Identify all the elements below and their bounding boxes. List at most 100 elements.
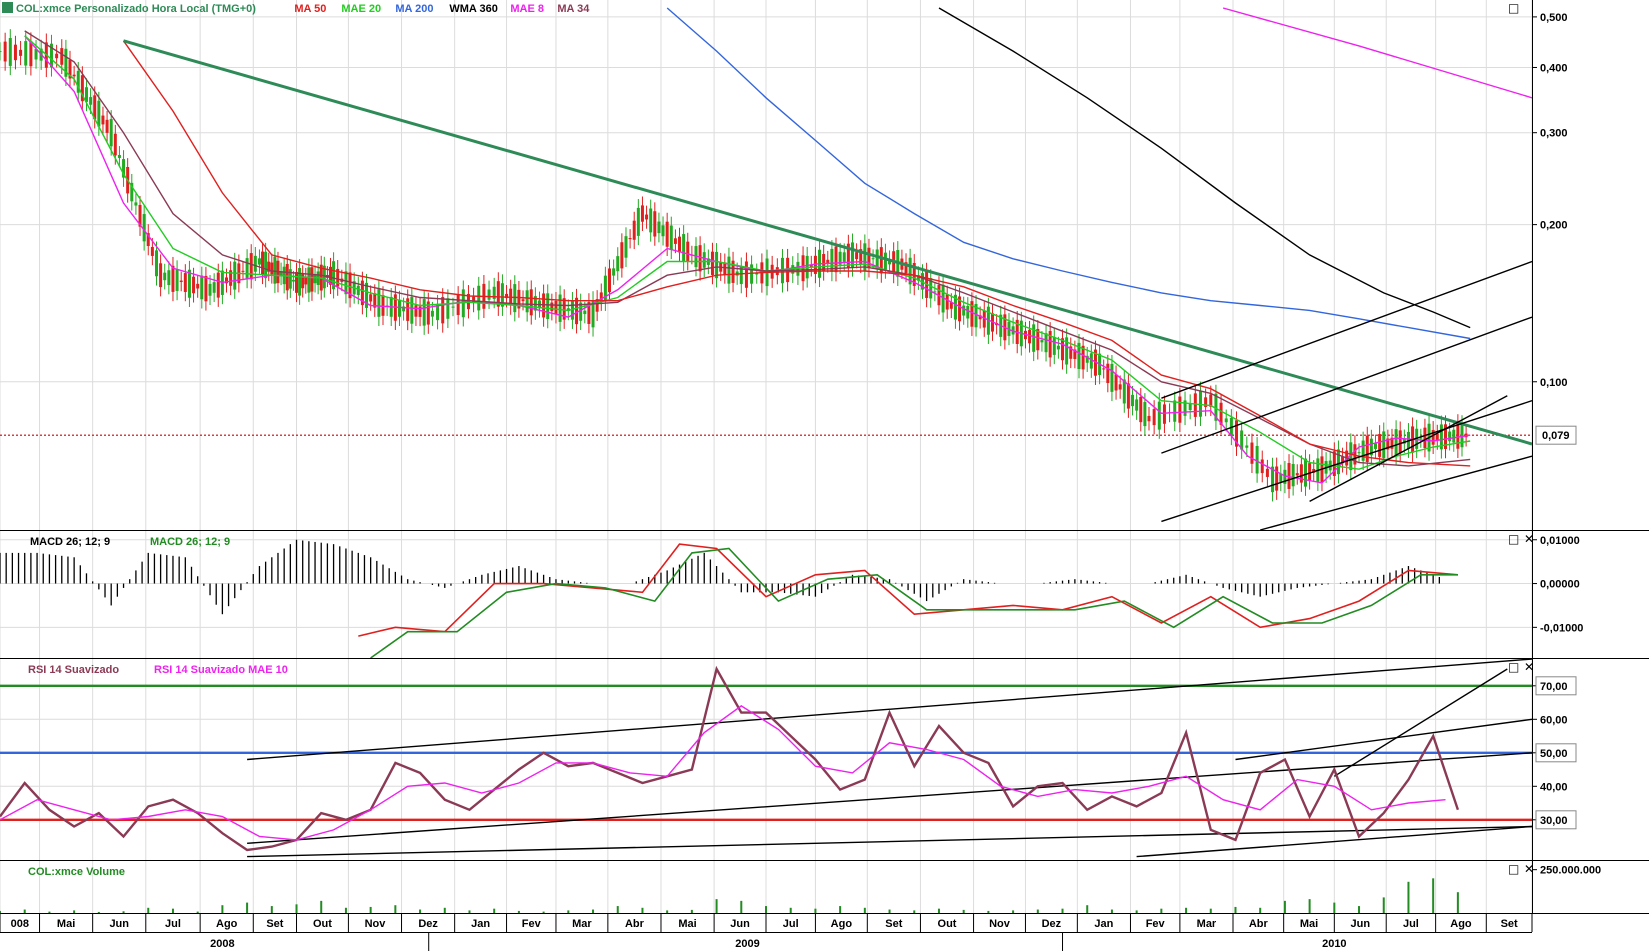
candle-body bbox=[1255, 445, 1259, 474]
candle-body bbox=[521, 299, 525, 302]
candle-body bbox=[1283, 469, 1287, 484]
candle-body bbox=[68, 59, 72, 79]
candle-body bbox=[1303, 458, 1307, 487]
candle-body bbox=[1435, 433, 1439, 441]
candle-body bbox=[834, 246, 838, 273]
candle-body bbox=[3, 41, 7, 62]
x-tick-label: Jun bbox=[1350, 918, 1370, 930]
candle-body bbox=[273, 256, 277, 284]
candle-body bbox=[966, 305, 970, 319]
candle-body bbox=[279, 271, 283, 276]
candle-body bbox=[1394, 429, 1398, 456]
candle-body bbox=[487, 289, 491, 300]
volume-bar bbox=[666, 910, 669, 913]
maximize-icon[interactable]: □ bbox=[1508, 1, 1519, 15]
candle-body bbox=[1065, 337, 1069, 365]
candle-body bbox=[1157, 401, 1161, 430]
y-tick-box bbox=[1535, 810, 1577, 830]
volume-bar bbox=[641, 907, 644, 913]
macd-legend: MACD 26; 12; 9 MACD 26; 12; 9 bbox=[30, 536, 230, 548]
x-tick-label: Jul bbox=[165, 918, 181, 930]
volume-bar bbox=[320, 900, 323, 913]
candle-body bbox=[0, 51, 2, 53]
candle-body bbox=[270, 262, 274, 275]
candle-body bbox=[850, 242, 854, 268]
candle-body bbox=[929, 278, 933, 299]
maximize-icon[interactable]: □ bbox=[1508, 532, 1519, 546]
candle-body bbox=[328, 266, 332, 285]
candle-body bbox=[175, 269, 179, 291]
candle-body bbox=[715, 251, 719, 279]
candle-body bbox=[298, 267, 302, 296]
candle-body bbox=[360, 280, 364, 306]
candle-body bbox=[1147, 415, 1151, 422]
x-tick-label: Abr bbox=[1249, 918, 1269, 930]
candle-body bbox=[1214, 393, 1218, 421]
candle-body bbox=[665, 221, 669, 247]
ma-line-mae-8-long bbox=[1222, 7, 1532, 99]
legend-mae-20: MAE 20 bbox=[341, 3, 381, 15]
candle-body bbox=[348, 272, 352, 299]
volume-bar bbox=[468, 910, 471, 913]
candle-body bbox=[599, 292, 603, 302]
y-tick-label: 0,00000 bbox=[1540, 579, 1580, 591]
candle-body bbox=[113, 133, 117, 156]
x-year-label: 2009 bbox=[735, 938, 759, 950]
candle-body bbox=[587, 302, 591, 324]
x-tick-label: Nov bbox=[989, 918, 1011, 930]
candle-body bbox=[322, 265, 326, 289]
candle-body bbox=[863, 243, 867, 272]
x-tick-label: Abr bbox=[625, 918, 645, 930]
candle-body bbox=[13, 44, 17, 61]
candle-body bbox=[310, 267, 314, 292]
close-icon[interactable]: ✕ bbox=[1524, 532, 1534, 546]
candle-body bbox=[257, 258, 261, 265]
candle-body bbox=[1431, 429, 1435, 445]
legend-mae-8: MAE 8 bbox=[510, 3, 544, 15]
x-tick-label: Out bbox=[313, 918, 332, 930]
candle-body bbox=[1081, 345, 1085, 370]
legend-rsi-mae: RSI 14 Suavizado MAE 10 bbox=[154, 664, 288, 676]
candle-body bbox=[505, 293, 509, 299]
candle-body bbox=[912, 263, 916, 286]
last-price-label: 0,079 bbox=[1542, 430, 1570, 442]
candle-body bbox=[678, 236, 682, 253]
close-icon[interactable]: ✕ bbox=[1524, 862, 1534, 876]
legend-rsi: RSI 14 Suavizado bbox=[28, 664, 119, 676]
candle-body bbox=[288, 269, 292, 289]
candle-body bbox=[739, 266, 743, 285]
candle-body bbox=[60, 48, 64, 65]
volume-bar bbox=[1234, 906, 1237, 913]
candle-body bbox=[1402, 438, 1406, 444]
candle-body bbox=[295, 271, 299, 293]
candle-body bbox=[1275, 466, 1279, 491]
candle-body bbox=[657, 221, 661, 234]
candle-body bbox=[1044, 333, 1048, 353]
candle-body bbox=[365, 282, 369, 308]
candle-body bbox=[426, 301, 430, 325]
volume-bar bbox=[1308, 899, 1311, 913]
ma-line-ma-34 bbox=[24, 30, 1471, 467]
candle-body bbox=[1193, 393, 1197, 417]
candle-body bbox=[653, 211, 657, 237]
close-icon[interactable]: ✕ bbox=[1524, 660, 1534, 674]
y-tick-label: 40,00 bbox=[1540, 781, 1568, 793]
candle-body bbox=[451, 306, 455, 308]
candle-body bbox=[1365, 435, 1369, 462]
candle-body bbox=[406, 298, 410, 321]
maximize-icon[interactable]: □ bbox=[1508, 862, 1519, 876]
volume-bar bbox=[592, 909, 595, 913]
candle-body bbox=[855, 252, 859, 260]
candle-body bbox=[1398, 430, 1402, 454]
volume-bar bbox=[1382, 897, 1385, 913]
candle-body bbox=[1077, 342, 1081, 370]
candle-body bbox=[566, 308, 570, 311]
maximize-icon[interactable]: □ bbox=[1508, 660, 1519, 674]
candle-body bbox=[723, 262, 727, 275]
volume-bar bbox=[147, 907, 150, 913]
candle-body bbox=[1204, 397, 1208, 407]
candle-body bbox=[167, 270, 171, 286]
volume-bar bbox=[171, 908, 174, 913]
y-tick-label: 0,300 bbox=[1540, 128, 1568, 140]
x-tick-label: Jul bbox=[1403, 918, 1419, 930]
